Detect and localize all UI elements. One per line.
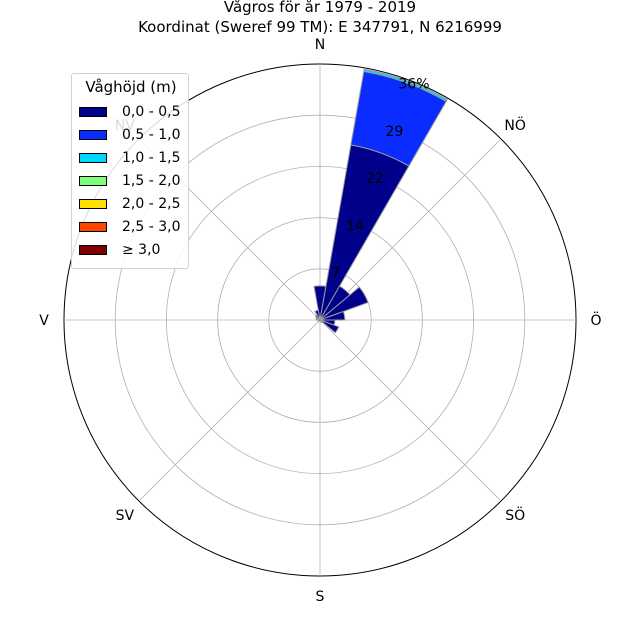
grid-spoke: [319, 138, 502, 321]
bar-segment: [319, 310, 346, 321]
direction-label: Ö: [590, 311, 601, 329]
legend-swatch: [79, 153, 107, 163]
legend-label: 1,5 - 2,0: [122, 173, 181, 189]
grid-spoke: [138, 319, 321, 502]
axis-labels: NNÖÖSÖSSVVNV714222936%: [39, 37, 601, 605]
legend-label: 2,5 - 3,0: [122, 219, 181, 235]
legend-entry: 1,5 - 2,0: [79, 173, 180, 189]
chart-title: Vågros för år 1979 - 2019: [223, 0, 417, 16]
bar-segment: [363, 68, 448, 103]
radial-tick-label: 14: [346, 218, 364, 234]
legend-label: 0,5 - 1,0: [122, 127, 181, 143]
bar-segment: [314, 309, 321, 321]
bar-segment: [319, 286, 369, 321]
legend: Våghöjd (m) 0,0 - 0,5 0,5 - 1,0 1,0 - 1,…: [71, 73, 189, 269]
grid-spoke: [319, 319, 502, 502]
radial-tick-label: 29: [385, 124, 403, 140]
legend-swatch: [79, 176, 107, 186]
legend-entry: ≥ 3,0: [79, 242, 160, 258]
radial-tick-label: 7: [331, 266, 340, 282]
radial-tick-label: 36%: [398, 76, 429, 92]
legend-label: 2,0 - 2,5: [122, 196, 181, 212]
polar-grid: [63, 63, 577, 577]
chart-subtitle: Koordinat (Sweref 99 TM): E 347791, N 62…: [138, 18, 502, 36]
legend-label: ≥ 3,0: [122, 242, 161, 258]
legend-entry: 0,0 - 0,5: [79, 104, 180, 120]
legend-entry: 1,0 - 1,5: [79, 150, 180, 166]
radial-tick-label: 22: [366, 171, 384, 187]
legend-entry: 2,5 - 3,0: [79, 219, 180, 235]
legend-title: Våghöjd (m): [85, 78, 177, 96]
direction-label: S: [316, 589, 325, 605]
bar-segment: [319, 319, 340, 334]
legend-label: 1,0 - 1,5: [122, 150, 181, 166]
legend-swatch: [79, 199, 107, 209]
legend-entry: 2,0 - 2,5: [79, 196, 180, 212]
legend-label: 0,0 - 0,5: [122, 104, 181, 120]
legend-swatch: [79, 245, 107, 255]
legend-swatch: [79, 130, 107, 140]
legend-swatch: [79, 222, 107, 232]
direction-label: NÖ: [504, 116, 526, 134]
direction-label: N: [315, 37, 325, 53]
bars: [313, 68, 448, 334]
direction-label: V: [39, 313, 49, 329]
direction-label: SV: [116, 508, 135, 524]
direction-label: SÖ: [505, 506, 525, 524]
legend-entry: 0,5 - 1,0: [79, 127, 180, 143]
legend-swatch: [79, 107, 107, 117]
